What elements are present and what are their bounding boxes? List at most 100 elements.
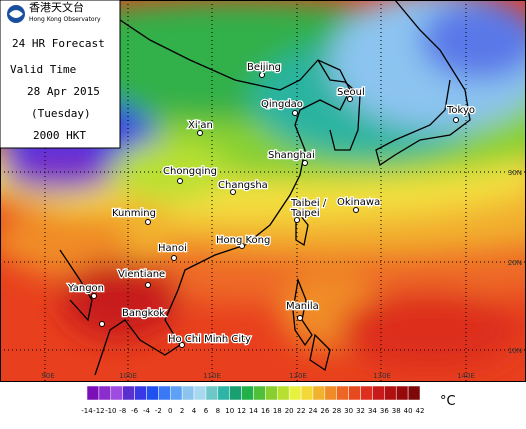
colorbar-tick-label: 32 bbox=[356, 407, 365, 415]
date: 28 Apr 2015 bbox=[27, 85, 100, 98]
city-dot bbox=[292, 110, 298, 116]
title: 24 HR Forecast bbox=[12, 37, 105, 50]
colorbar-tick-label: 36 bbox=[380, 407, 389, 415]
city-dot bbox=[177, 178, 183, 184]
longitude-label: 120E bbox=[289, 372, 307, 380]
city-dot bbox=[259, 72, 265, 78]
latitude-label: 30N bbox=[508, 169, 522, 177]
colorbar-swatch bbox=[407, 385, 421, 401]
colorbar-swatch bbox=[122, 385, 135, 401]
city-label: Beijing bbox=[247, 62, 281, 73]
colorbar-tick-label: -2 bbox=[155, 407, 162, 415]
colorbar-swatch bbox=[98, 385, 112, 401]
city-dot bbox=[171, 255, 177, 261]
city-label: Xi'an bbox=[188, 120, 213, 131]
colorbar-swatch bbox=[288, 385, 302, 401]
time: 2000 HKT bbox=[33, 129, 86, 142]
colorbar-tick-label: 42 bbox=[416, 407, 425, 415]
colorbar-swatch bbox=[253, 385, 266, 401]
colorbar-swatch bbox=[146, 385, 159, 401]
city-label: Bangkok bbox=[122, 308, 165, 319]
colorbar-swatch bbox=[181, 385, 195, 401]
colorbar-swatch bbox=[217, 385, 230, 401]
colorbar-tick-label: -4 bbox=[143, 407, 151, 415]
colorbar-tick-label: 28 bbox=[332, 407, 341, 415]
colorbar-swatch bbox=[372, 385, 385, 401]
colorbar-swatch bbox=[170, 385, 183, 401]
colorbar-tick-label: 0 bbox=[168, 407, 172, 415]
colorbar-swatch bbox=[241, 385, 254, 401]
colorbar-tick-label: -6 bbox=[131, 407, 139, 415]
colorbar-tick-label: -12 bbox=[93, 407, 104, 415]
city-dot bbox=[230, 189, 236, 195]
colorbar-swatch bbox=[395, 385, 409, 401]
city-label: Vientiane bbox=[118, 269, 165, 280]
colorbar-swatch bbox=[348, 385, 361, 401]
colorbar-swatch bbox=[193, 385, 207, 401]
city-label: Kunming bbox=[112, 208, 156, 219]
colorbar-tick-label: 34 bbox=[368, 407, 377, 415]
colorbar-tick-label: 38 bbox=[392, 407, 401, 415]
city-dot bbox=[197, 130, 203, 136]
city-label: Chongqing bbox=[163, 166, 217, 177]
longitude-label: 130E bbox=[373, 372, 391, 380]
colorbar-tick-label: 20 bbox=[285, 407, 294, 415]
colorbar-tick-label: 16 bbox=[261, 407, 270, 415]
latitude-label: 20N bbox=[508, 259, 522, 267]
colorbar-swatch bbox=[277, 385, 290, 401]
colorbar-swatch bbox=[158, 385, 171, 401]
city-label: Tokyo bbox=[446, 105, 475, 116]
city-label: Hong Kong bbox=[216, 235, 270, 246]
city-dot bbox=[347, 96, 353, 102]
longitude-label: 110E bbox=[203, 372, 221, 380]
colorbar-tick-label: 12 bbox=[237, 407, 246, 415]
colorbar-tick-label: 10 bbox=[225, 407, 234, 415]
weekday: (Tuesday) bbox=[31, 107, 91, 120]
colorbar-swatch bbox=[300, 385, 314, 401]
city-dot bbox=[239, 243, 245, 249]
city-dot bbox=[99, 321, 105, 327]
colorbar-unit: °C bbox=[440, 394, 456, 409]
colorbar-tick-label: 30 bbox=[344, 407, 353, 415]
city-dot bbox=[145, 219, 151, 225]
city-dot bbox=[297, 315, 303, 321]
city-dot bbox=[302, 160, 308, 166]
city-label: Changsha bbox=[218, 180, 268, 191]
city-label: Qingdao bbox=[261, 99, 303, 110]
colorbar-tick-label: 4 bbox=[192, 407, 197, 415]
colorbar-tick-label: -14 bbox=[81, 407, 93, 415]
city-label: Shanghai bbox=[268, 150, 315, 161]
colorbar-swatch bbox=[205, 385, 219, 401]
colorbar-swatch bbox=[336, 385, 349, 401]
city-label: Yangon bbox=[67, 283, 104, 294]
colorbar-tick-label: 8 bbox=[216, 407, 220, 415]
colorbar-swatch bbox=[265, 385, 278, 401]
colorbar-tick-label: 26 bbox=[320, 407, 329, 415]
city-label: Hanoi bbox=[158, 243, 187, 254]
city-dot bbox=[353, 207, 359, 213]
longitude-label: 100E bbox=[119, 372, 137, 380]
colorbar-tick-label: 40 bbox=[404, 407, 413, 415]
colorbar-swatch bbox=[312, 385, 326, 401]
city-label: Taipei bbox=[290, 208, 320, 219]
info-box: 香港天文台 Hong Kong Observatory 24 HR Foreca… bbox=[0, 0, 121, 149]
city-dot bbox=[145, 282, 151, 288]
city-label: Manila bbox=[286, 301, 319, 312]
colorbar-swatch bbox=[384, 385, 397, 401]
colorbar-tick-label: 6 bbox=[204, 407, 209, 415]
org-english: Hong Kong Observatory bbox=[29, 16, 101, 23]
colorbar-swatch bbox=[229, 385, 242, 401]
colorbar-tick-label: 24 bbox=[309, 407, 318, 415]
city-dot bbox=[91, 293, 97, 299]
valid-label: Valid Time bbox=[10, 63, 76, 76]
colorbar-swatch bbox=[134, 385, 147, 401]
colorbar-swatch bbox=[110, 385, 123, 401]
colorbar-tick-label: 22 bbox=[297, 407, 306, 415]
city-label: Taibei / bbox=[290, 198, 327, 209]
colorbar-tick-label: 18 bbox=[273, 407, 282, 415]
colorbar-tick-label: -8 bbox=[119, 407, 126, 415]
colorbar-tick-label: 14 bbox=[249, 407, 258, 415]
org-chinese: 香港天文台 bbox=[29, 0, 84, 14]
city-dot bbox=[294, 217, 300, 223]
